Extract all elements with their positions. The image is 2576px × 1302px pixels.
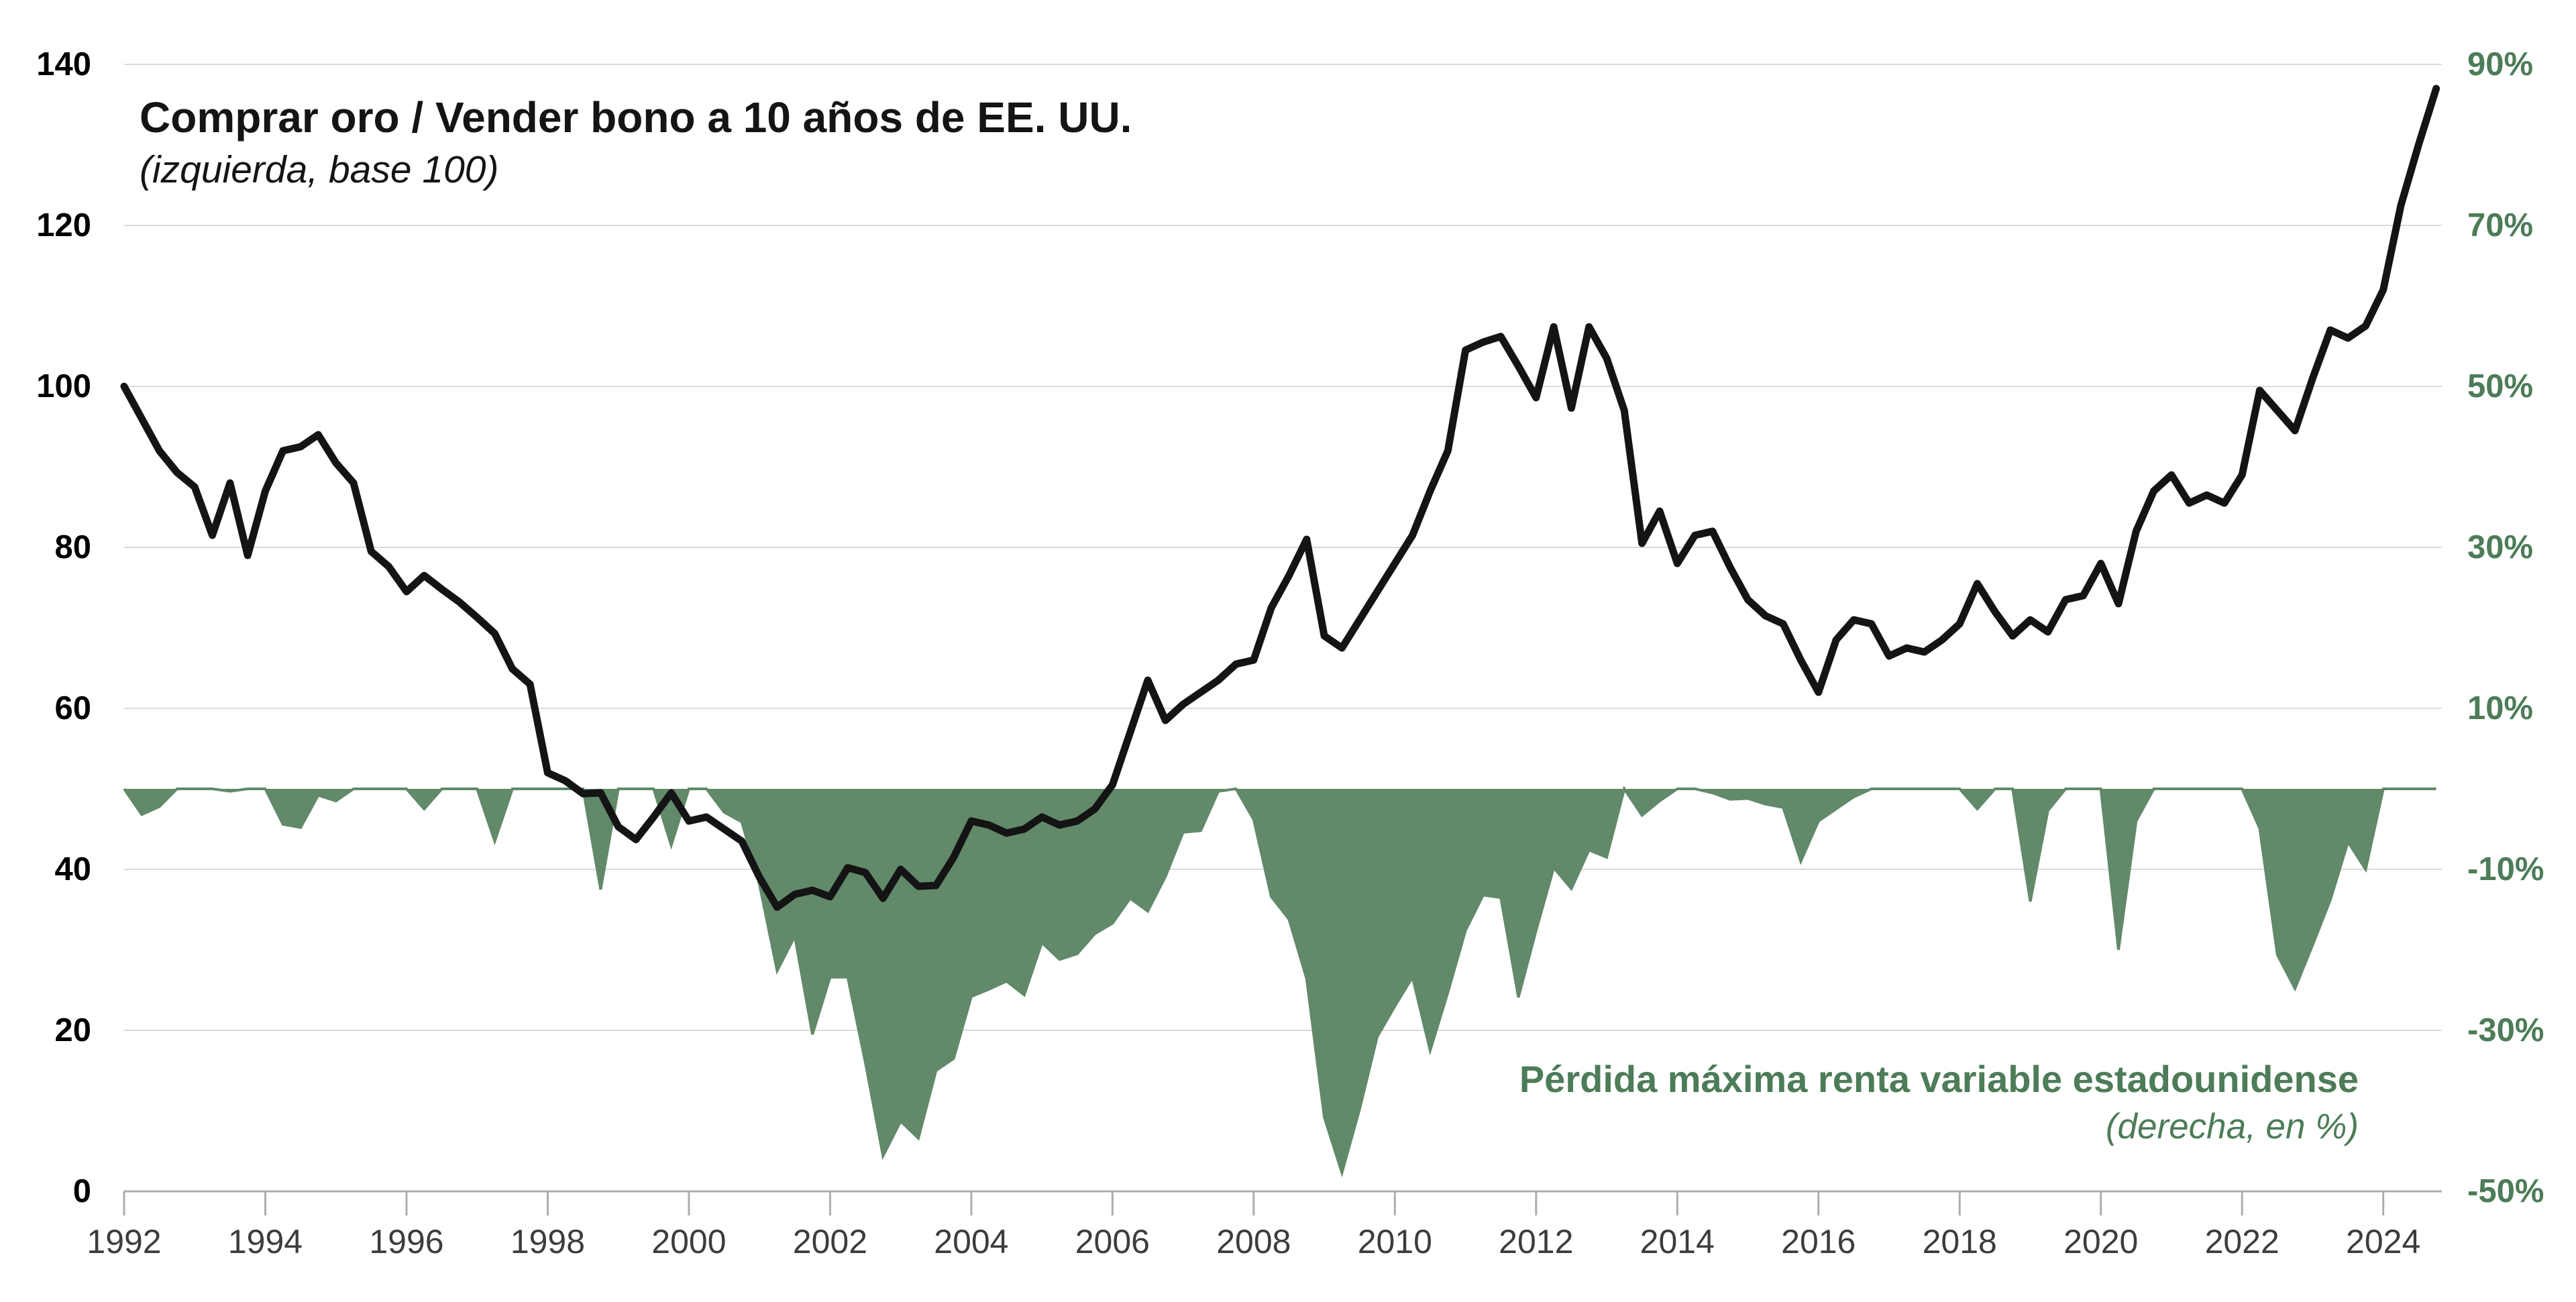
chart-title: Comprar oro / Vender bono a 10 años de E… [140,93,1132,142]
x-axis-label: 2006 [1075,1223,1150,1260]
y-axis-right-label: 90% [2467,46,2534,83]
x-axis-label: 2014 [1640,1223,1715,1260]
x-axis-label: 2022 [2204,1223,2279,1260]
drawdown-area-edge [123,785,2436,1178]
y-axis-right-label: 70% [2467,207,2534,243]
y-axis-right-label: -50% [2467,1173,2544,1209]
x-axis-label: 2016 [1781,1223,1856,1260]
x-axis-label: 2012 [1499,1223,1574,1260]
x-axis-label: 2008 [1216,1223,1291,1260]
y-axis-right-label: 30% [2467,529,2534,565]
x-axis-label: 2010 [1357,1223,1432,1260]
x-axis-label: 1994 [227,1223,303,1260]
x-axis-label: 2004 [934,1223,1009,1260]
chart-title-block: Comprar oro / Vender bono a 10 años de E… [140,93,1132,192]
y-axis-left-label: 80 [54,529,91,565]
y-axis-left-label: 60 [54,690,91,726]
y-axis-right-label: 10% [2467,690,2534,726]
x-axis [123,1190,2442,1215]
series-annotation-block: Pérdida máxima renta variable estadounid… [1519,1057,2359,1147]
chart-subtitle: (izquierda, base 100) [140,148,499,191]
y-axis-left-label: 100 [36,368,91,404]
x-axis-label: 2020 [2063,1223,2139,1260]
gridlines [124,64,2442,1192]
x-axis-label: 2018 [1922,1223,1997,1260]
x-axis-label: 2000 [651,1223,727,1260]
y-axis-right-label: -30% [2467,1012,2544,1048]
gold-vs-bond-line [120,85,2440,911]
x-axis-label: 1998 [510,1223,586,1260]
y-axis-left-label: 40 [54,851,91,887]
x-axis-label: 1992 [87,1223,162,1260]
y-axis-right-label: -10% [2467,851,2544,887]
drawdown-series-label: Pérdida máxima renta variable estadounid… [1519,1058,2359,1100]
x-axis-label: 2002 [792,1223,868,1260]
x-axis-label: 2024 [2346,1223,2421,1260]
y-axis-left-label: 20 [54,1012,91,1048]
x-axis-label: 1996 [369,1223,444,1260]
y-axis-left-label: 120 [36,207,91,243]
y-axis-right-label: 50% [2467,368,2534,404]
drawdown-series-sublabel: (derecha, en %) [2105,1107,2359,1146]
y-axis-left-label: 140 [36,46,91,83]
y-axis-left-label: 0 [72,1173,91,1209]
drawdown-area [124,789,2436,1173]
